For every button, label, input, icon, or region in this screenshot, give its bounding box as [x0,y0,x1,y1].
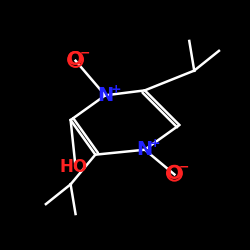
Text: +: + [150,137,160,150]
Text: HO: HO [59,158,87,176]
Text: O: O [166,164,183,183]
Text: O: O [67,50,84,69]
Text: +: + [110,83,121,96]
Text: N: N [97,86,113,105]
Text: −: − [178,160,189,173]
Text: −: − [80,47,90,60]
Text: N: N [137,140,153,159]
